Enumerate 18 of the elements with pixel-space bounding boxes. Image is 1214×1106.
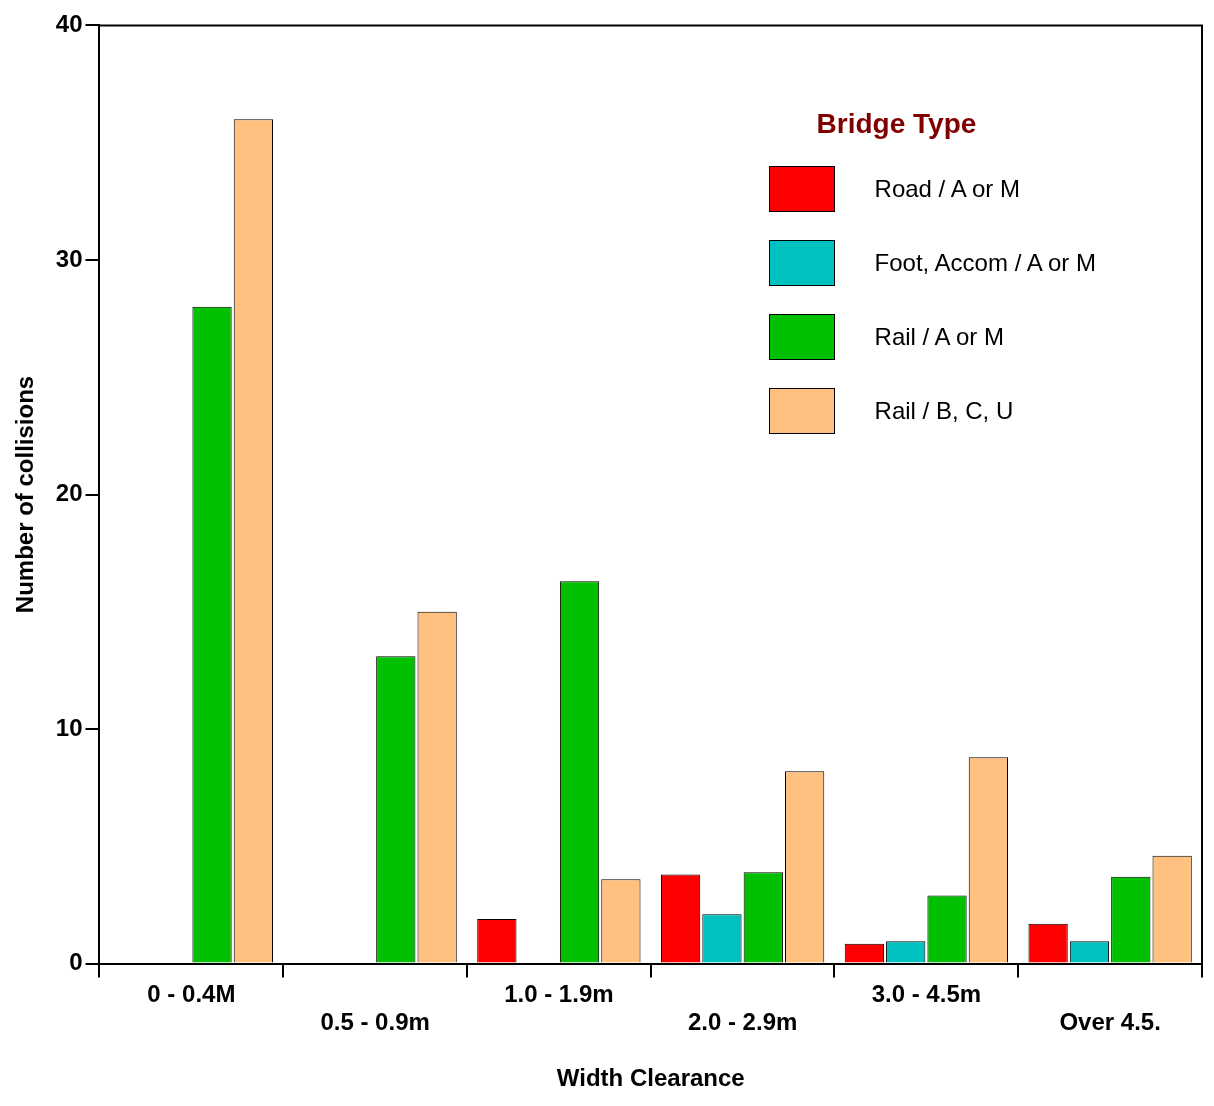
x-axis-title: Width Clearance bbox=[556, 1064, 745, 1092]
legend-label: Foot, Accom / A or M bbox=[874, 249, 1096, 277]
legend-label: Rail / A or M bbox=[874, 323, 1004, 351]
legend-label: Road / A or M bbox=[874, 175, 1020, 203]
x-tick-label: Over 4.5. bbox=[1059, 1008, 1161, 1036]
y-tick-label: 40 bbox=[55, 10, 83, 38]
x-tick-label: 2.0 - 2.9m bbox=[687, 1008, 798, 1036]
legend-label: Rail / B, C, U bbox=[874, 397, 1014, 425]
x-tick-label: 0.5 - 0.9m bbox=[320, 1008, 430, 1036]
x-tick-label: 0 - 0.4M bbox=[147, 979, 236, 1007]
x-tick-label: 3.0 - 4.5m bbox=[871, 979, 982, 1007]
y-tick-label: 0 bbox=[69, 948, 83, 976]
y-tick-label: 20 bbox=[55, 479, 83, 507]
x-tick-label: 1.0 - 1.9m bbox=[504, 979, 614, 1007]
y-tick-label: 30 bbox=[55, 244, 83, 272]
legend-title: Bridge Type bbox=[816, 108, 978, 140]
y-tick-label: 10 bbox=[55, 713, 83, 741]
y-axis-title: Number of collisions bbox=[11, 375, 39, 614]
